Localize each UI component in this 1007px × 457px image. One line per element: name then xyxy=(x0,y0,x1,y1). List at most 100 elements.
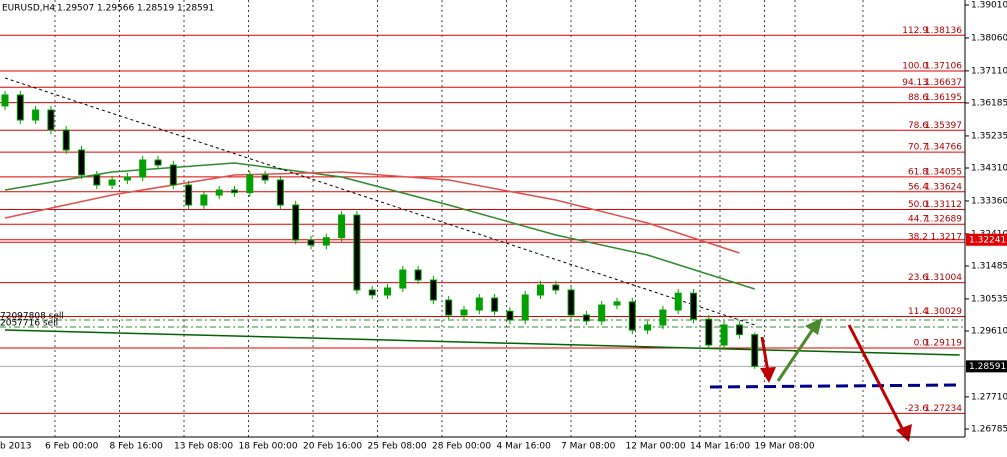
fib-price: 1.3217 xyxy=(931,233,963,243)
x-tick-label: 12 Mar 00:00 xyxy=(626,442,686,452)
y-tick-label: 1.36185 xyxy=(971,98,1007,108)
fib-ratio: 56.4 xyxy=(908,182,928,192)
candle-body xyxy=(353,214,361,291)
y-tick-label: 1.34310 xyxy=(971,164,1007,174)
candle-body xyxy=(399,269,407,289)
candle-body xyxy=(200,194,208,206)
fib-ratio: 11.4 xyxy=(908,307,928,317)
candle-body xyxy=(154,159,162,166)
y-tick-label: 1.27710 xyxy=(971,392,1007,402)
candle-body xyxy=(322,237,330,246)
ohlc-value: 1.29507 xyxy=(57,4,94,14)
candle-body xyxy=(231,189,238,194)
fib-price: 1.38136 xyxy=(925,26,962,36)
overlay-line xyxy=(4,329,960,356)
candle-body xyxy=(720,324,728,346)
y-tick-label: 1.26785 xyxy=(971,424,1007,434)
fib-price: 1.34766 xyxy=(925,143,962,153)
fib-price: 1.35397 xyxy=(925,121,962,131)
overlay-line xyxy=(4,162,755,290)
candle-body xyxy=(644,324,652,331)
candle-body xyxy=(460,309,468,316)
fib-ratio: 38.2 xyxy=(908,233,928,243)
x-tick-label: 25 Feb 08:00 xyxy=(368,442,427,452)
fib-price: 1.29119 xyxy=(925,339,962,349)
fib-price: 1.33112 xyxy=(925,200,962,210)
candle-body xyxy=(307,239,315,246)
x-tick-label: 28 Feb 00:00 xyxy=(432,442,491,452)
candle-body xyxy=(276,179,284,206)
ohlc-value: 1.29566 xyxy=(97,4,134,14)
candle-body xyxy=(139,159,147,178)
fib-price: 1.27234 xyxy=(925,404,962,414)
down-arrow xyxy=(847,324,906,433)
x-tick-label: 4 Mar 16:00 xyxy=(497,442,552,452)
candle-body xyxy=(705,318,713,346)
x-tick-label: 8 Feb 16:00 xyxy=(110,442,164,452)
candle-body xyxy=(292,204,300,241)
y-tick-label: 1.35235 xyxy=(971,131,1007,141)
candle-body xyxy=(368,289,376,296)
y-tick-label: 1.31485 xyxy=(971,261,1007,271)
fib-price: 1.34055 xyxy=(925,167,962,177)
fib-price: 1.36637 xyxy=(925,78,962,88)
price-box-label: 1.32241 xyxy=(969,235,1006,245)
candle-body xyxy=(613,301,621,306)
candle-body xyxy=(338,214,346,239)
candle-body xyxy=(261,174,269,181)
candle-body xyxy=(582,314,590,322)
overlay-line xyxy=(4,171,740,254)
candle-body xyxy=(598,304,606,322)
candle-body xyxy=(429,279,437,301)
candle-body xyxy=(215,189,223,196)
candle-body xyxy=(384,287,391,296)
price-box xyxy=(966,360,1007,373)
fib-price: 1.30029 xyxy=(925,307,962,317)
x-tick-label: 19 Mar 08:00 xyxy=(755,442,815,452)
fib-ratio: 88.6 xyxy=(908,93,928,103)
y-tick-label: 1.30535 xyxy=(971,294,1007,304)
fib-price: 1.32689 xyxy=(925,215,962,225)
candle-body xyxy=(185,184,193,206)
fib-price: 1.33624 xyxy=(925,182,962,192)
x-tick-label: 7 Mar 08:00 xyxy=(561,442,616,452)
ohlc-value: 1.28519 xyxy=(137,4,174,14)
price-box xyxy=(966,233,1007,246)
candle-body xyxy=(735,324,743,336)
x-tick-label: 6 Feb 00:00 xyxy=(45,442,99,452)
candle-body xyxy=(16,94,24,121)
x-tick-label: 14 Mar 16:00 xyxy=(690,442,750,452)
candle-body xyxy=(537,284,544,296)
candle-body xyxy=(690,292,697,320)
candle-body xyxy=(521,294,529,321)
fib-ratio: 0.0 xyxy=(914,339,929,349)
fib-ratio: 100.0 xyxy=(902,62,928,72)
fib-ratio: 78.6 xyxy=(908,121,928,131)
up-arrowhead xyxy=(805,318,822,335)
ohlc-value: 1.28591 xyxy=(177,4,214,14)
y-tick-label: 1.33360 xyxy=(971,196,1007,206)
x-tick-label: 20 Feb 16:00 xyxy=(303,442,362,452)
fib-price: 1.37106 xyxy=(925,62,962,72)
down-arrow xyxy=(760,336,770,373)
down-arrowhead xyxy=(760,367,776,383)
candle-body xyxy=(32,109,40,121)
candle-body xyxy=(1,94,9,107)
y-tick-label: 1.37110 xyxy=(971,66,1007,76)
fib-price: 1.31004 xyxy=(925,273,962,283)
candle-body xyxy=(475,297,483,311)
candle-body xyxy=(93,174,101,186)
fib-ratio: 70.7 xyxy=(908,143,928,153)
y-tick-label: 1.38060 xyxy=(971,33,1007,43)
candle-body xyxy=(552,284,560,291)
x-tick-label: 18 Feb 00:00 xyxy=(239,442,298,452)
y-tick-label: 1.29610 xyxy=(971,327,1007,337)
candle-body xyxy=(108,179,116,186)
candle-body xyxy=(751,334,759,367)
symbol-title: EURUSD,H4 xyxy=(2,4,55,14)
candle-body xyxy=(506,310,514,321)
candle-body xyxy=(567,289,575,316)
order-label: 2057716 sell xyxy=(0,319,58,329)
